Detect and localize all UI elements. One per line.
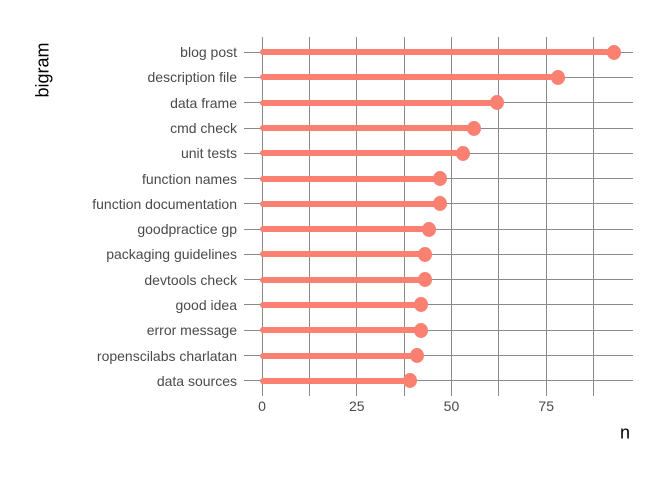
category-label: ropenscilabs charlatan xyxy=(96,347,237,364)
lollipop-dot xyxy=(402,373,417,389)
horizontal-gridline xyxy=(244,380,633,382)
vertical-gridline xyxy=(403,37,405,396)
lollipop-dot xyxy=(421,221,436,237)
horizontal-gridline xyxy=(244,253,633,255)
vertical-gridline xyxy=(356,37,358,396)
lollipop-dot xyxy=(489,95,504,111)
lollipop-dot xyxy=(433,171,448,187)
plot-panel xyxy=(244,37,633,396)
lollipop-stem xyxy=(260,352,418,359)
lollipop-stem xyxy=(260,200,441,207)
category-label: data sources xyxy=(156,372,237,389)
lollipop-stem xyxy=(260,327,422,334)
lollipop-stem xyxy=(260,175,441,182)
vertical-gridline xyxy=(308,37,310,396)
horizontal-gridline xyxy=(244,304,633,306)
lollipop-dot xyxy=(607,44,622,60)
vertical-gridline xyxy=(593,37,595,396)
category-label: good idea xyxy=(175,296,237,313)
lollipop-stem xyxy=(260,226,429,233)
lollipop-dot xyxy=(417,272,432,288)
category-label: unit tests xyxy=(180,145,237,162)
horizontal-gridline xyxy=(244,355,633,357)
lollipop-dot xyxy=(455,145,470,161)
lollipop-dot xyxy=(417,246,432,262)
x-axis-title: n xyxy=(619,422,631,443)
category-label: description file xyxy=(147,69,238,86)
category-label: data frame xyxy=(170,94,237,111)
category-label: goodpractice gp xyxy=(137,221,237,238)
lollipop-stem xyxy=(260,125,475,131)
category-label: cmd check xyxy=(170,120,237,136)
vertical-gridline xyxy=(498,37,500,396)
lollipop-stem xyxy=(260,99,497,106)
lollipop-stem xyxy=(260,377,410,384)
category-label: devtools check xyxy=(144,271,237,288)
category-label: packaging guidelines xyxy=(106,246,237,263)
lollipop-dot xyxy=(410,348,425,364)
lollipop-stem xyxy=(260,301,422,308)
horizontal-gridline xyxy=(244,228,633,230)
category-label: blog post xyxy=(180,44,237,61)
lollipop-stem xyxy=(260,74,558,81)
horizontal-gridline xyxy=(244,279,633,281)
category-label: function names xyxy=(142,170,237,187)
lollipop-stem xyxy=(260,276,425,283)
lollipop-stem xyxy=(260,49,615,56)
x-tick-label: 25 xyxy=(348,398,365,414)
vertical-gridline xyxy=(261,37,263,396)
vertical-gridline xyxy=(545,37,547,396)
x-tick-label: 0 xyxy=(258,398,266,414)
vertical-gridline xyxy=(450,37,452,396)
lollipop-dot xyxy=(467,120,482,136)
category-label: error message xyxy=(146,322,237,339)
lollipop-dot xyxy=(550,69,565,85)
x-tick-label: 75 xyxy=(538,398,554,414)
lollipop-dot xyxy=(414,297,429,313)
lollipop-dot xyxy=(433,196,448,212)
lollipop-stem xyxy=(260,251,425,258)
category-label: function documentation xyxy=(92,195,237,212)
horizontal-gridline xyxy=(244,329,633,331)
lollipop-dot xyxy=(414,322,429,338)
x-tick-label: 50 xyxy=(443,398,460,414)
lollipop-stem xyxy=(260,150,463,157)
